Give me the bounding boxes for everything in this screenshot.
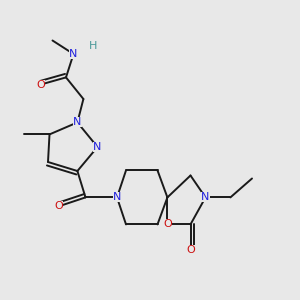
- Text: O: O: [36, 80, 45, 90]
- Text: N: N: [69, 49, 78, 59]
- Text: O: O: [186, 244, 195, 255]
- Text: O: O: [163, 219, 172, 230]
- Text: N: N: [113, 192, 121, 203]
- Text: O: O: [54, 201, 63, 212]
- Text: H: H: [89, 40, 97, 51]
- Text: N: N: [93, 142, 102, 152]
- Text: N: N: [201, 192, 210, 203]
- Text: N: N: [73, 117, 82, 128]
